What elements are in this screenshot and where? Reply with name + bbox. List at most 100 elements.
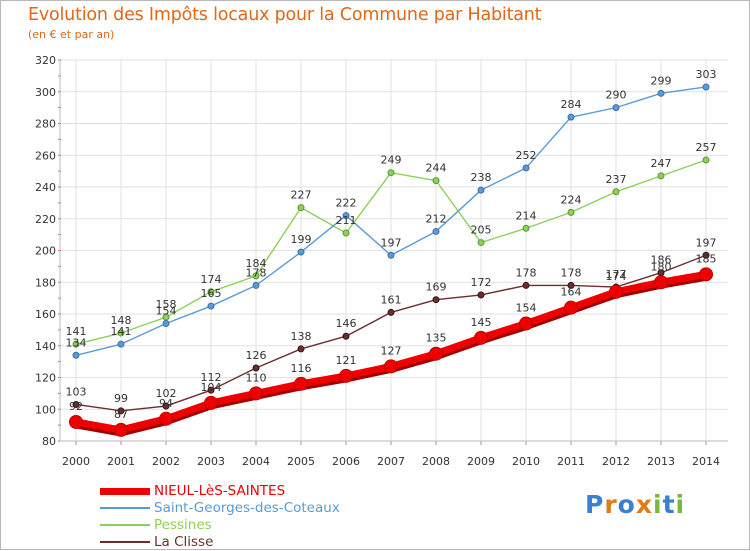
data-label: 284 bbox=[561, 98, 582, 111]
x-tick-label: 2000 bbox=[62, 455, 90, 468]
x-tick-label: 2003 bbox=[197, 455, 225, 468]
data-point bbox=[522, 281, 530, 289]
data-point bbox=[72, 351, 80, 359]
data-point bbox=[654, 275, 668, 290]
data-label: 174 bbox=[606, 270, 627, 283]
data-point bbox=[387, 251, 395, 259]
data-point bbox=[342, 212, 350, 220]
x-tick-label: 2001 bbox=[107, 455, 135, 468]
data-label: 237 bbox=[606, 173, 627, 186]
data-label: 110 bbox=[246, 371, 267, 384]
data-point bbox=[72, 340, 80, 348]
data-label: 177 bbox=[606, 268, 627, 281]
data-point bbox=[702, 83, 710, 91]
data-label: 154 bbox=[156, 305, 177, 318]
data-point bbox=[207, 386, 215, 394]
data-label: 121 bbox=[336, 354, 357, 367]
data-label: 303 bbox=[696, 68, 717, 81]
line-chart: 80 100 120 140 160 180 200 220 240 260 280 300 320 20… bbox=[35, 54, 728, 468]
data-point bbox=[657, 89, 665, 97]
proxiti-logo: Proxiti bbox=[585, 490, 685, 519]
data-label: 257 bbox=[696, 141, 717, 154]
data-label: 238 bbox=[471, 171, 492, 184]
legend-label: La Clisse bbox=[154, 534, 214, 550]
data-label: 299 bbox=[651, 74, 672, 87]
data-point bbox=[162, 320, 170, 328]
x-tick-label: 2014 bbox=[692, 455, 720, 468]
data-label: 211 bbox=[336, 214, 357, 227]
y-tick-label: 240 bbox=[35, 181, 56, 194]
data-point bbox=[567, 113, 575, 121]
data-label: 185 bbox=[696, 252, 717, 265]
data-point bbox=[252, 281, 260, 289]
data-point bbox=[72, 400, 80, 408]
legend-label: Pessines bbox=[154, 517, 212, 533]
y-tick-label: 220 bbox=[35, 213, 56, 226]
data-label: 126 bbox=[246, 349, 267, 362]
data-label: 252 bbox=[516, 149, 537, 162]
data-label: 148 bbox=[111, 314, 132, 327]
data-label: 227 bbox=[291, 189, 312, 202]
data-label: 178 bbox=[561, 266, 582, 279]
x-tick-label: 2013 bbox=[647, 455, 675, 468]
x-tick-label: 2011 bbox=[557, 455, 585, 468]
x-tick-label: 2002 bbox=[152, 455, 180, 468]
data-point bbox=[117, 340, 125, 348]
x-tick-label: 2012 bbox=[602, 455, 630, 468]
y-tick-label: 200 bbox=[35, 245, 56, 258]
data-point bbox=[339, 368, 353, 383]
data-point bbox=[294, 376, 308, 391]
y-tick-label: 320 bbox=[35, 54, 56, 67]
legend-swatch bbox=[100, 507, 150, 509]
y-tick-label: 140 bbox=[35, 340, 56, 353]
chart-subtitle: (en € et par an) bbox=[28, 28, 115, 41]
data-point bbox=[612, 188, 620, 196]
data-label: 290 bbox=[606, 89, 627, 102]
data-point bbox=[252, 272, 260, 280]
data-label: 116 bbox=[291, 362, 312, 375]
data-label: 154 bbox=[516, 302, 537, 315]
y-tick-label: 260 bbox=[35, 149, 56, 162]
data-label: 180 bbox=[651, 260, 672, 273]
data-label: 178 bbox=[516, 266, 537, 279]
data-point bbox=[657, 172, 665, 180]
data-point bbox=[564, 300, 578, 315]
y-tick-label: 280 bbox=[35, 118, 56, 131]
data-label: 92 bbox=[69, 400, 83, 413]
data-label: 222 bbox=[336, 197, 357, 210]
data-label: 141 bbox=[111, 325, 132, 338]
data-label: 164 bbox=[561, 286, 582, 299]
logo-letter: i bbox=[675, 490, 686, 519]
data-point bbox=[162, 402, 170, 410]
y-tick-label: 100 bbox=[35, 403, 56, 416]
data-label: 94 bbox=[159, 397, 173, 410]
data-label: 169 bbox=[426, 281, 447, 294]
data-label: 112 bbox=[201, 371, 222, 384]
logo-letter: i bbox=[653, 490, 663, 519]
logo-letter: o bbox=[617, 490, 636, 519]
data-point bbox=[567, 281, 575, 289]
data-label: 104 bbox=[201, 381, 222, 394]
data-label: 224 bbox=[561, 193, 582, 206]
data-point bbox=[117, 407, 125, 415]
logo-letter: x bbox=[635, 490, 653, 519]
data-label: 135 bbox=[426, 332, 447, 345]
y-tick-label: 80 bbox=[42, 435, 56, 448]
logo-letter: r bbox=[604, 490, 618, 519]
data-point bbox=[612, 104, 620, 112]
data-point bbox=[69, 414, 83, 429]
data-label: 141 bbox=[66, 325, 87, 338]
data-point bbox=[522, 224, 530, 232]
data-label: 165 bbox=[201, 287, 222, 300]
data-point bbox=[702, 156, 710, 164]
data-point bbox=[429, 346, 443, 361]
x-tick-label: 2009 bbox=[467, 455, 495, 468]
data-label: 145 bbox=[471, 316, 492, 329]
legend-swatch bbox=[100, 541, 150, 543]
data-point bbox=[297, 204, 305, 212]
data-label: 99 bbox=[114, 392, 128, 405]
data-label: 244 bbox=[426, 162, 447, 175]
data-label: 214 bbox=[516, 209, 537, 222]
x-tick-label: 2007 bbox=[377, 455, 405, 468]
data-point bbox=[297, 345, 305, 353]
